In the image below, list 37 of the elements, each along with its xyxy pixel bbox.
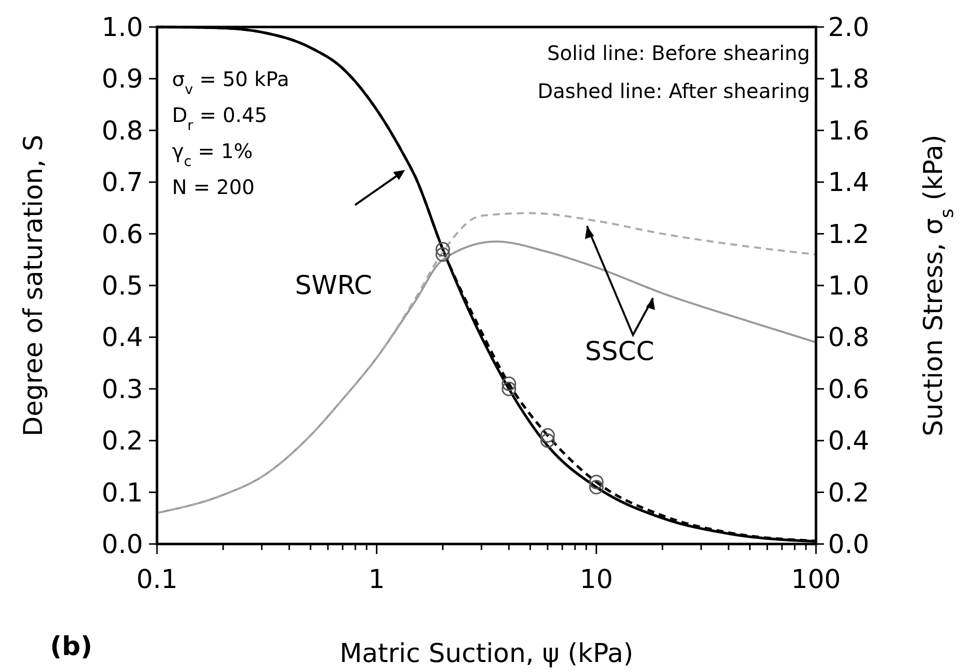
x-tick-label: 100 [791,565,841,595]
annotation: Solid line: Before shearing [547,41,810,65]
y-tick-label: 0.2 [102,426,143,457]
annotation: σ$_{v}$ = 50 kPa [172,67,290,98]
y-tick-label: 0.3 [102,374,143,405]
y-axis-title: Degree of saturation, S [19,134,49,436]
y-tick-label: 0.6 [102,220,143,250]
y2-tick-label: 1.8 [828,64,870,95]
annotation: γ$_{c}$ = 1% [172,139,253,170]
annotation: SSCC [585,337,654,367]
y2-tick-label: 0.8 [828,323,870,354]
y2-tick-label: 1.2 [828,220,870,250]
y2-tick-label: 0.6 [828,374,870,405]
x-tick-label: 0.1 [136,565,178,595]
x-tick-label: 10 [580,565,613,595]
y2-tick-label: 1.4 [828,168,870,198]
y-tick-label: 0.5 [102,272,143,302]
annotation: Dashed line: After shearing [538,79,810,103]
y2-tick-label: 1.6 [828,116,870,146]
y2-tick-label: 0.4 [828,426,870,457]
annotation: SWRC [295,271,372,301]
y-tick-label: 0.1 [102,478,143,508]
y2-tick-label: 0.2 [828,478,870,508]
y-tick-label: 0.4 [102,323,143,354]
y-tick-label: 1.0 [102,13,143,43]
x-tick-label: 1 [368,565,385,595]
y-tick-label: 0.8 [102,116,143,146]
annotation: N = 200 [172,175,255,199]
text: (b) [50,632,92,662]
y2-tick-label: 2.0 [828,13,870,43]
annotation: D$_{r}$ = 0.45 [172,103,268,134]
x-axis-title: Matric Suction, ψ (kPa) [340,639,634,669]
y2-tick-label: 1.0 [828,272,870,302]
y-tick-label: 0.7 [102,168,143,198]
y-tick-label: 0.9 [102,64,143,95]
y2-tick-label: 0.0 [828,530,870,560]
y-tick-label: 0.0 [102,530,143,560]
